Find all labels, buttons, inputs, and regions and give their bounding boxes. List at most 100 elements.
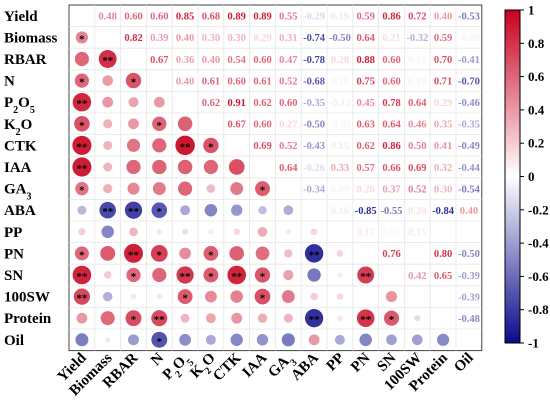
cell-circle-CTK-K2O [203, 137, 219, 154]
row-label-Oil: Oil [4, 333, 24, 349]
cell-value-CTK-PN: 0.62 [357, 141, 375, 152]
colorbar-tick-label: 0 [528, 169, 535, 184]
cell-value-PN-Protein: 0.80 [434, 249, 452, 260]
cell-value-ABA-100SW: 0.20 [408, 206, 426, 217]
cell-circle-PN-P2O5 [179, 247, 191, 260]
cell-value-CTK-SN: 0.86 [382, 141, 400, 152]
cell-circle-CTK-Biomass [103, 140, 113, 150]
cell-circle-CTK-N [152, 138, 167, 153]
cell-value-SN-Oil: -0.39 [458, 271, 480, 282]
cell-circle-SN-N [152, 267, 167, 283]
cell-circle-SN-PP [337, 272, 343, 278]
cell-circle-PN-Yield [74, 246, 89, 261]
significance-mark: * [79, 185, 85, 197]
cell-value-PP-PN: 0.17 [357, 228, 375, 239]
cell-circle-P2O5-RBAR [128, 97, 139, 108]
cell-circle-SN-Yield [72, 265, 92, 285]
cell-circle-IAA-RBAR [126, 159, 141, 175]
significance-mark: * [182, 293, 188, 305]
cell-circle-Protein-Biomass [100, 311, 115, 326]
cell-circle-PN-Biomass [100, 245, 116, 261]
significance-mark: * [131, 314, 137, 326]
cell-circle-100SW-SN [385, 291, 398, 303]
cell-circle-Protein-P2O5 [180, 313, 190, 323]
significance-mark: * [79, 77, 85, 89]
row-label-SN: SN [4, 268, 23, 284]
cell-circle-100SW-ABA [310, 292, 318, 301]
cell-circle-Protein-K2O [205, 313, 216, 324]
significance-mark: ** [309, 314, 321, 326]
col-label-CTK: CTK [210, 350, 245, 385]
col-label-ABA: ABA [288, 350, 322, 384]
significance-mark: ** [360, 271, 372, 283]
cell-circle-RBAR-Biomass [98, 50, 117, 68]
colorbar: 1 0.8 0.6 0.4 0.2 0 -0.2 -0.4 -0.6 -0.8 -1 [504, 3, 549, 351]
cell-circle-Oil-SN [386, 334, 397, 346]
cell-circle-Protein-PP [337, 315, 343, 322]
cell-value-Yield-P2O5: 0.85 [176, 12, 194, 23]
significance-mark: * [157, 249, 163, 261]
cell-value-ABA-PN: -0.85 [355, 206, 377, 217]
cell-circle-Oil-RBAR [128, 334, 139, 346]
cell-circle-PP-P2O5 [182, 228, 189, 235]
cell-value-IAA-PN: 0.57 [357, 163, 375, 174]
cell-value-N-Protein: 0.71 [434, 76, 452, 87]
cell-value-GA3-ABA: -0.34 [303, 184, 326, 195]
cell-value-Yield-IAA: 0.89 [253, 12, 271, 23]
cell-circle-Oil-PN [359, 333, 372, 347]
colorbar-tick-label: 0.2 [528, 136, 544, 151]
col-label-Oil: Oil [451, 350, 476, 375]
col-label-PN: PN [348, 350, 374, 376]
cell-value-PP-SN: 0.07 [382, 228, 400, 239]
cell-value-IAA-Oil: -0.44 [458, 163, 481, 174]
significance-mark: ** [76, 141, 88, 153]
colorbar-tick-label: -0.8 [528, 302, 549, 317]
significance-mark: ** [76, 98, 88, 110]
significance-mark: ** [231, 271, 243, 283]
row-label-RBAR: RBAR [4, 52, 47, 68]
significance-mark: * [208, 249, 214, 261]
row-label-N: N [4, 74, 15, 90]
cell-value-K2O-SN: 0.64 [382, 120, 401, 131]
significance-mark: * [157, 336, 163, 348]
cell-value-100SW-Oil: -0.39 [458, 292, 480, 303]
cell-value-RBAR-100SW: 0.10 [408, 55, 426, 66]
significance-mark: ** [360, 314, 372, 326]
significance-mark: ** [180, 141, 192, 153]
row-label-100SW: 100SW [4, 290, 50, 306]
cell-value-N-PN: 0.75 [357, 76, 375, 87]
cell-circle-Oil-GA3 [281, 333, 295, 347]
cell-value-Biomass-ABA: -0.74 [303, 33, 326, 44]
cell-value-IAA-100SW: 0.69 [408, 163, 426, 174]
cell-value-IAA-PP: 0.33 [331, 163, 349, 174]
row-label-Biomass: Biomass [4, 30, 58, 46]
cell-circle-RBAR-Yield [74, 51, 89, 67]
cell-circle-PP-Yield [78, 228, 86, 236]
cell-circle-100SW-PN [363, 294, 368, 299]
cell-value-Yield-SN: 0.86 [382, 12, 400, 23]
cell-circle-ABA-K2O [204, 203, 218, 217]
cell-value-GA3-PN: 0.26 [357, 184, 375, 195]
cell-circle-Oil-K2O [205, 334, 216, 345]
cell-circle-Protein-IAA [257, 313, 268, 323]
cell-circle-100SW-Biomass [102, 291, 113, 302]
cell-value-N-GA3: 0.52 [279, 76, 297, 87]
cell-circle-SN-K2O [203, 267, 219, 283]
cell-value-P2O5-ABA: -0.35 [303, 98, 325, 109]
col-label-PP: PP [323, 350, 347, 374]
cell-circle-N-Biomass [102, 75, 114, 86]
cell-value-P2O5-SN: 0.78 [382, 98, 400, 109]
significance-mark: ** [128, 206, 140, 218]
cell-value-P2O5-PP: -0.12 [329, 98, 351, 109]
cell-value-ABA-Oil: 0.40 [460, 206, 478, 217]
cell-value-Yield-K2O: 0.68 [202, 12, 220, 23]
cell-circle-K2O-RBAR [128, 118, 139, 130]
cell-circle-P2O5-Yield [72, 92, 92, 112]
cell-circle-ABA-IAA [258, 205, 267, 215]
cell-circle-Biomass-Yield [75, 31, 88, 44]
cell-value-Protein-Oil: -0.48 [458, 314, 480, 325]
cell-value-PN-SN: 0.76 [382, 249, 400, 260]
cell-value-RBAR-PP: 0.28 [331, 55, 349, 66]
cell-value-N-CTK: 0.60 [228, 76, 246, 87]
significance-mark: * [208, 271, 214, 283]
